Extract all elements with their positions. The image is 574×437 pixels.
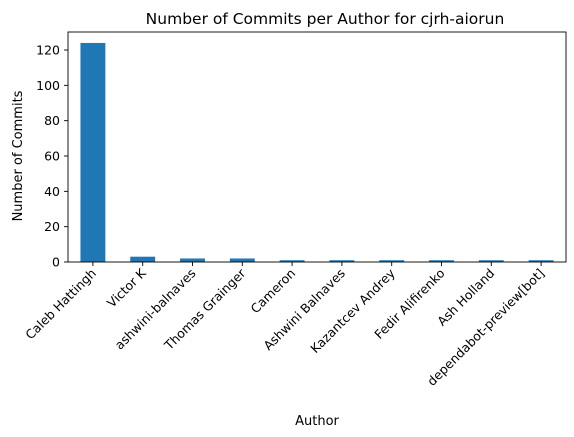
y-tick-label-3: 60 <box>44 149 60 164</box>
y-tick-label-4: 80 <box>44 113 60 128</box>
bar-7 <box>429 260 454 262</box>
plot-frame <box>67 31 567 263</box>
y-tick-label-2: 40 <box>44 184 60 199</box>
x-tick-label-4: Cameron <box>248 266 299 317</box>
x-tick-label-6: Kazantcev Andrey <box>307 265 398 356</box>
bar-4 <box>279 260 305 262</box>
x-tick-label-0: Caleb Hattingh <box>22 266 99 343</box>
bar-1 <box>130 256 156 262</box>
y-tick-label-5: 100 <box>36 78 60 93</box>
y-axis-label: Number of Commits <box>11 90 26 221</box>
bar-3 <box>229 258 255 262</box>
x-tick-label-1: Victor K <box>104 265 149 310</box>
x-axis-label: Author <box>295 414 339 429</box>
bar-5 <box>329 260 355 262</box>
bar-9 <box>528 260 554 262</box>
y-tick-label-0: 0 <box>52 255 60 270</box>
y-tick-label-1: 20 <box>44 219 60 234</box>
y-tick-label-6: 120 <box>36 43 60 58</box>
bar-2 <box>180 258 205 262</box>
bars-group <box>80 42 554 263</box>
x-tick-label-3: Thomas Grainger <box>161 265 249 353</box>
chart-title: Number of Commits per Author for cjrh-ai… <box>146 10 505 28</box>
bar-8 <box>478 260 504 262</box>
bar-6 <box>379 260 405 262</box>
bar-0 <box>80 42 106 263</box>
